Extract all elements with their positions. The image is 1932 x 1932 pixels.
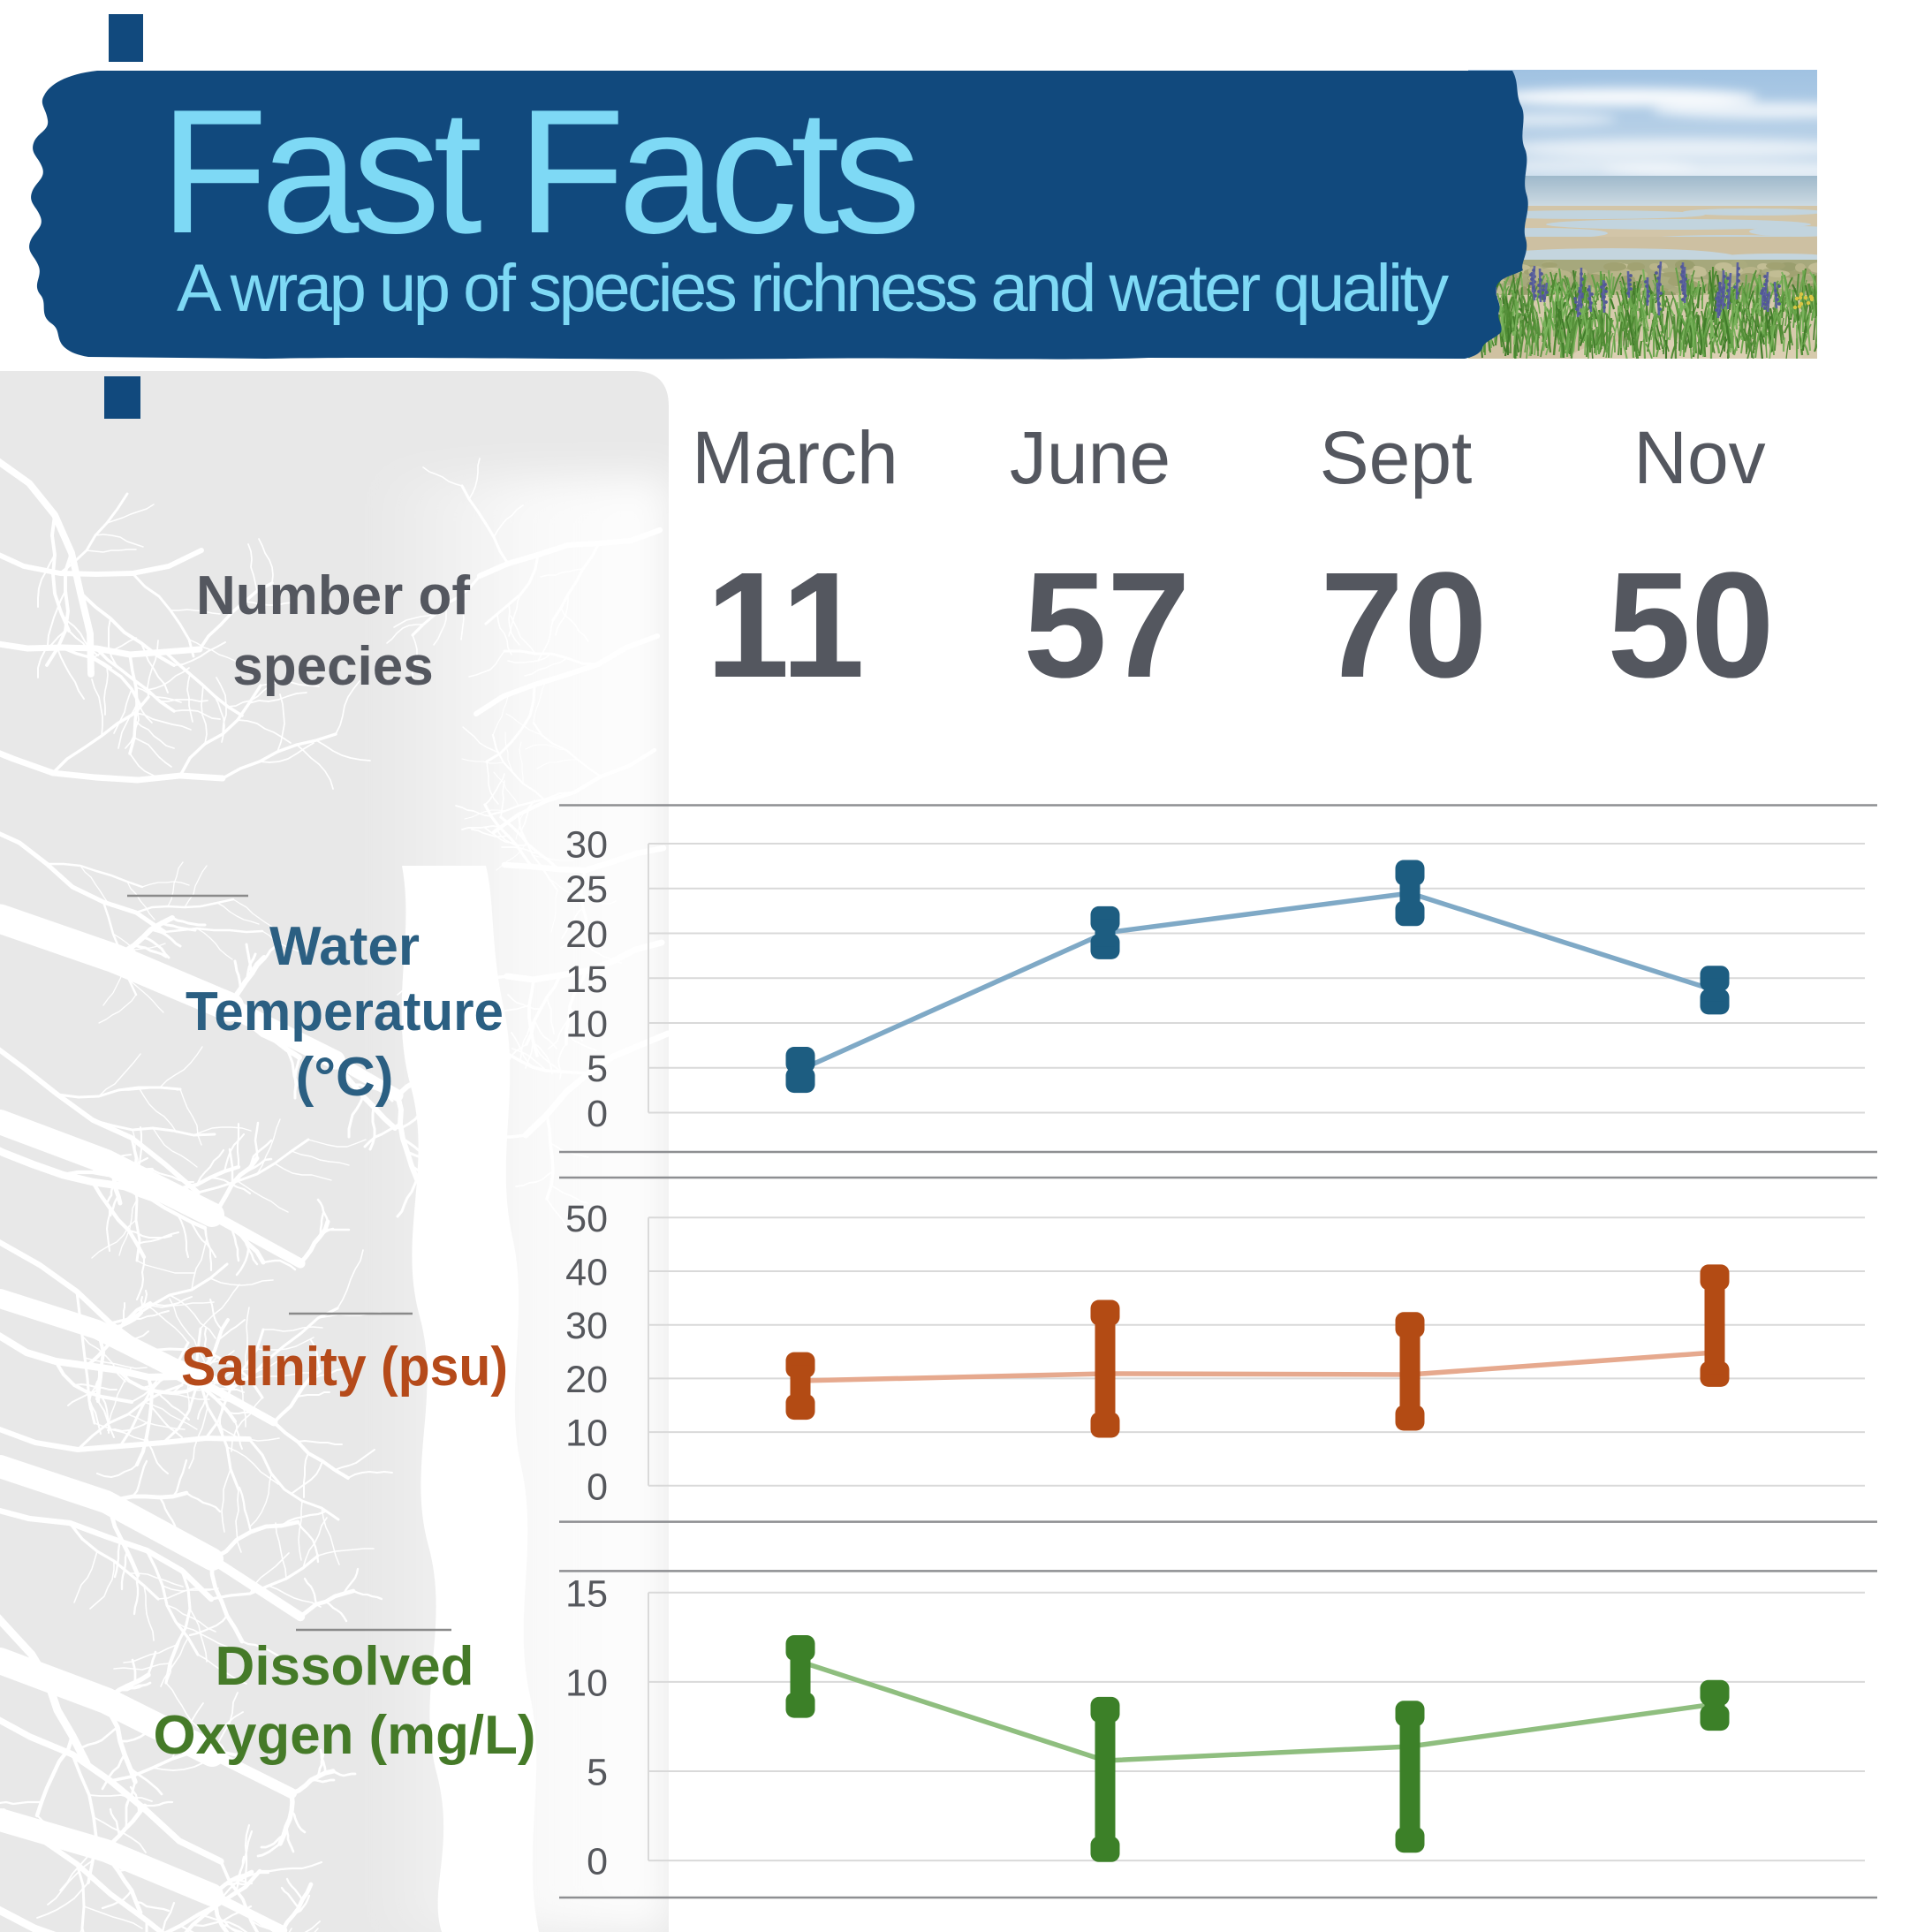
- svg-text:June: June: [1010, 416, 1171, 499]
- svg-text:5: 5: [587, 1048, 608, 1090]
- svg-text:20: 20: [565, 1359, 608, 1401]
- svg-text:10: 10: [565, 1004, 608, 1046]
- svg-text:Fast Facts: Fast Facts: [160, 73, 914, 270]
- svg-text:25: 25: [565, 868, 608, 911]
- svg-text:40: 40: [565, 1252, 608, 1294]
- svg-text:Water: Water: [269, 916, 420, 977]
- svg-text:Salinity (psu): Salinity (psu): [181, 1337, 508, 1398]
- svg-text:30: 30: [565, 824, 608, 867]
- svg-text:0: 0: [587, 1093, 608, 1135]
- svg-text:A wrap up of species richness: A wrap up of species richness and water …: [177, 251, 1449, 326]
- svg-text:Sept: Sept: [1320, 416, 1473, 499]
- svg-text:species: species: [232, 636, 434, 697]
- svg-text:Number of: Number of: [196, 565, 470, 626]
- svg-text:11: 11: [706, 542, 865, 709]
- svg-text:(°C): (°C): [296, 1047, 394, 1108]
- svg-text:30: 30: [565, 1305, 608, 1347]
- svg-text:15: 15: [565, 958, 608, 1001]
- svg-text:15: 15: [565, 1572, 608, 1615]
- svg-text:5: 5: [587, 1752, 608, 1794]
- svg-text:50: 50: [1607, 542, 1774, 709]
- svg-text:Oxygen (mg/L): Oxygen (mg/L): [154, 1705, 536, 1766]
- svg-text:March: March: [692, 416, 898, 499]
- svg-text:Nov: Nov: [1633, 416, 1765, 499]
- svg-text:Dissolved: Dissolved: [216, 1636, 474, 1697]
- svg-text:20: 20: [565, 913, 608, 956]
- svg-text:57: 57: [1023, 542, 1190, 709]
- svg-text:70: 70: [1320, 542, 1487, 709]
- svg-text:10: 10: [565, 1413, 608, 1455]
- svg-text:10: 10: [565, 1662, 608, 1704]
- svg-text:0: 0: [587, 1841, 608, 1883]
- svg-text:0: 0: [587, 1466, 608, 1508]
- svg-text:50: 50: [565, 1198, 608, 1240]
- svg-text:Temperature: Temperature: [186, 981, 504, 1042]
